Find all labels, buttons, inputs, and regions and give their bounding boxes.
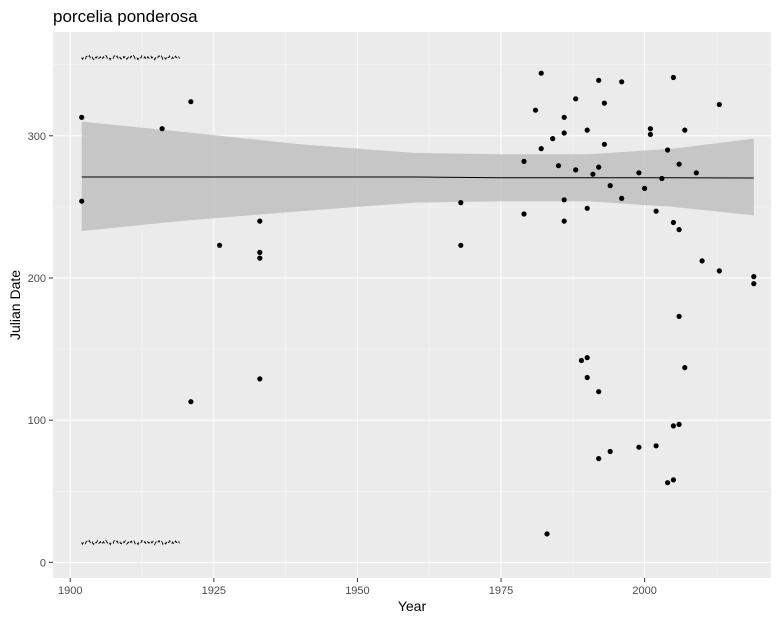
data-point: [573, 96, 579, 102]
data-point: [458, 242, 464, 248]
data-point: [573, 167, 579, 173]
y-axis: 0 100 200 300: [28, 131, 53, 569]
data-point: [596, 77, 602, 83]
x-tick-label: 1900: [58, 585, 82, 597]
trend-line: [81, 176, 754, 179]
data-point: [596, 389, 602, 395]
data-point: [458, 200, 464, 206]
plot-panel: [53, 32, 771, 578]
data-point: [607, 183, 613, 189]
data-point: [188, 99, 194, 105]
data-point: [79, 198, 85, 204]
data-point: [584, 127, 590, 133]
data-point: [578, 357, 585, 364]
data-point: [584, 205, 590, 211]
data-point: [653, 443, 659, 449]
data-point: [596, 164, 602, 170]
data-point: [665, 480, 671, 486]
data-point: [676, 313, 682, 319]
x-tick-label: 1975: [489, 585, 513, 597]
chart-title: porcelia ponderosa: [53, 7, 198, 26]
data-point: [676, 227, 682, 233]
lower-bound-line: [81, 539, 180, 546]
data-point: [716, 268, 722, 274]
data-point: [676, 421, 682, 427]
y-tick-label: 0: [40, 557, 46, 569]
data-point: [659, 175, 665, 182]
data-point: [647, 131, 654, 137]
x-tick-label: 2000: [632, 585, 656, 597]
y-tick-label: 200: [28, 273, 46, 285]
data-point: [693, 170, 699, 176]
data-point: [682, 365, 688, 371]
data-point: [79, 114, 85, 120]
upper-bound-line: [81, 54, 180, 61]
data-point: [159, 126, 165, 132]
data-point: [670, 477, 677, 483]
data-point: [716, 101, 722, 108]
data-point: [607, 448, 613, 455]
data-point: [257, 249, 263, 255]
data-point: [665, 147, 671, 153]
data-point: [584, 355, 590, 361]
data-point: [682, 127, 688, 133]
data-point: [647, 126, 654, 132]
data-point: [676, 161, 682, 167]
data-point: [257, 255, 263, 261]
y-tick-label: 100: [28, 415, 46, 427]
data-point: [670, 74, 677, 81]
data-point: [584, 374, 590, 381]
confidence-band: [81, 121, 754, 232]
data-point: [590, 171, 596, 177]
minor-gridlines: [53, 32, 771, 578]
data-point: [544, 531, 550, 537]
y-tick-label: 300: [28, 131, 46, 143]
data-point: [636, 444, 642, 450]
x-tick-label: 1950: [345, 585, 369, 597]
data-point: [257, 376, 263, 382]
data-point: [550, 136, 556, 142]
data-point: [751, 281, 757, 287]
data-point: [257, 218, 263, 224]
x-axis-label: Year: [398, 598, 427, 614]
data-point: [619, 79, 625, 85]
data-point: [619, 195, 625, 201]
data-point: [561, 114, 567, 120]
data-point: [521, 158, 527, 164]
data-point: [538, 70, 544, 76]
data-point: [555, 163, 562, 169]
data-point: [521, 211, 527, 217]
data-point: [642, 185, 648, 191]
data-point: [561, 197, 567, 203]
data-point: [670, 219, 677, 226]
x-axis: 1900 1925 1950 1975 2000: [58, 578, 657, 597]
data-point: [699, 258, 705, 264]
data-point: [538, 146, 544, 152]
major-gridlines: [53, 32, 771, 578]
data-point: [601, 141, 608, 147]
data-point: [561, 218, 567, 224]
data-point: [561, 130, 567, 136]
trend-layer: [81, 176, 754, 179]
bound-lines-layer: [81, 54, 180, 546]
data-point: [751, 274, 757, 280]
x-tick-label: 1925: [202, 585, 226, 597]
data-point: [636, 170, 642, 176]
data-point: [601, 100, 608, 106]
data-point: [653, 208, 659, 214]
data-point: [596, 456, 602, 462]
y-axis-label: Julian Date: [7, 270, 23, 340]
data-point: [532, 107, 539, 113]
confidence-band-layer: [81, 121, 754, 232]
points-layer: [79, 70, 757, 537]
data-point: [670, 423, 677, 429]
data-point: [188, 399, 194, 405]
data-point: [217, 242, 223, 248]
